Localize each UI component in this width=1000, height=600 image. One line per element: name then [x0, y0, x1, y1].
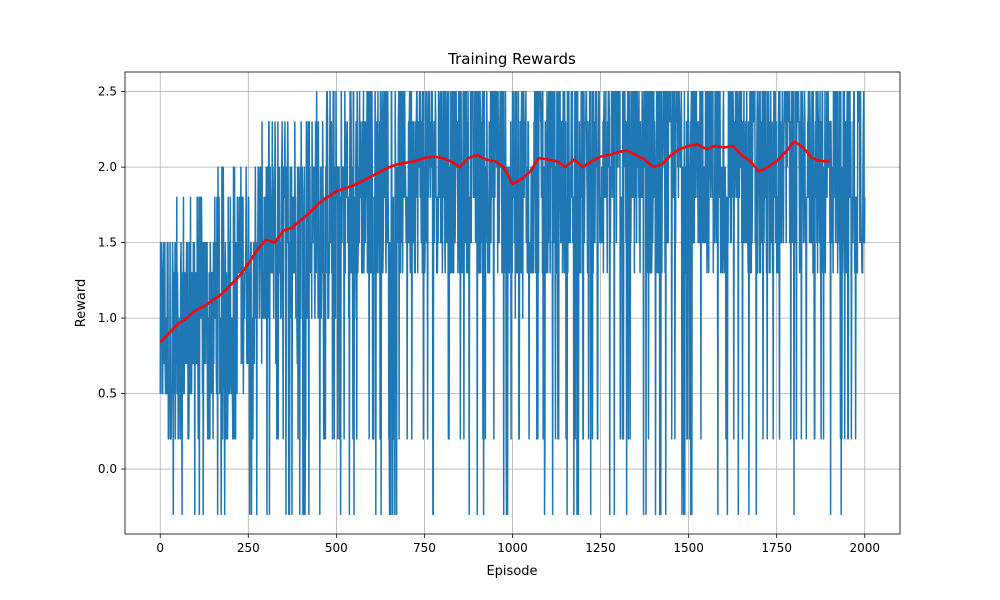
y-tick-label: 0.0 — [98, 462, 117, 476]
x-tick-label: 1750 — [761, 541, 792, 555]
moving-average-line — [159, 140, 830, 344]
y-tick-label: 2.5 — [98, 85, 117, 99]
series-layer — [159, 90, 866, 516]
reward-series-line — [159, 90, 866, 516]
x-tick-label: 1000 — [497, 541, 528, 555]
x-tick-label: 1500 — [673, 541, 704, 555]
axis-layer: 0 250 500 750 1000 1250 1500 1750 2000 0.0 0.5 1.0 1… — [98, 71, 901, 555]
x-tick-label: 2000 — [849, 541, 880, 555]
chart-title: Training Rewards — [447, 50, 576, 68]
plot-frame — [124, 71, 901, 535]
x-tick-label: 0 — [156, 541, 164, 555]
x-tick-label: 1250 — [585, 541, 616, 555]
x-axis-label: Episode — [486, 564, 537, 579]
y-tick-label: 1.5 — [98, 236, 117, 250]
x-tick-label: 500 — [325, 541, 348, 555]
y-tick-label: 0.5 — [98, 387, 117, 401]
y-axis-label: Reward — [74, 279, 89, 327]
y-tick-label: 2.0 — [98, 160, 117, 174]
x-tick-label: 750 — [413, 541, 436, 555]
x-tick-label: 250 — [237, 541, 260, 555]
y-tick-label: 1.0 — [98, 311, 117, 325]
